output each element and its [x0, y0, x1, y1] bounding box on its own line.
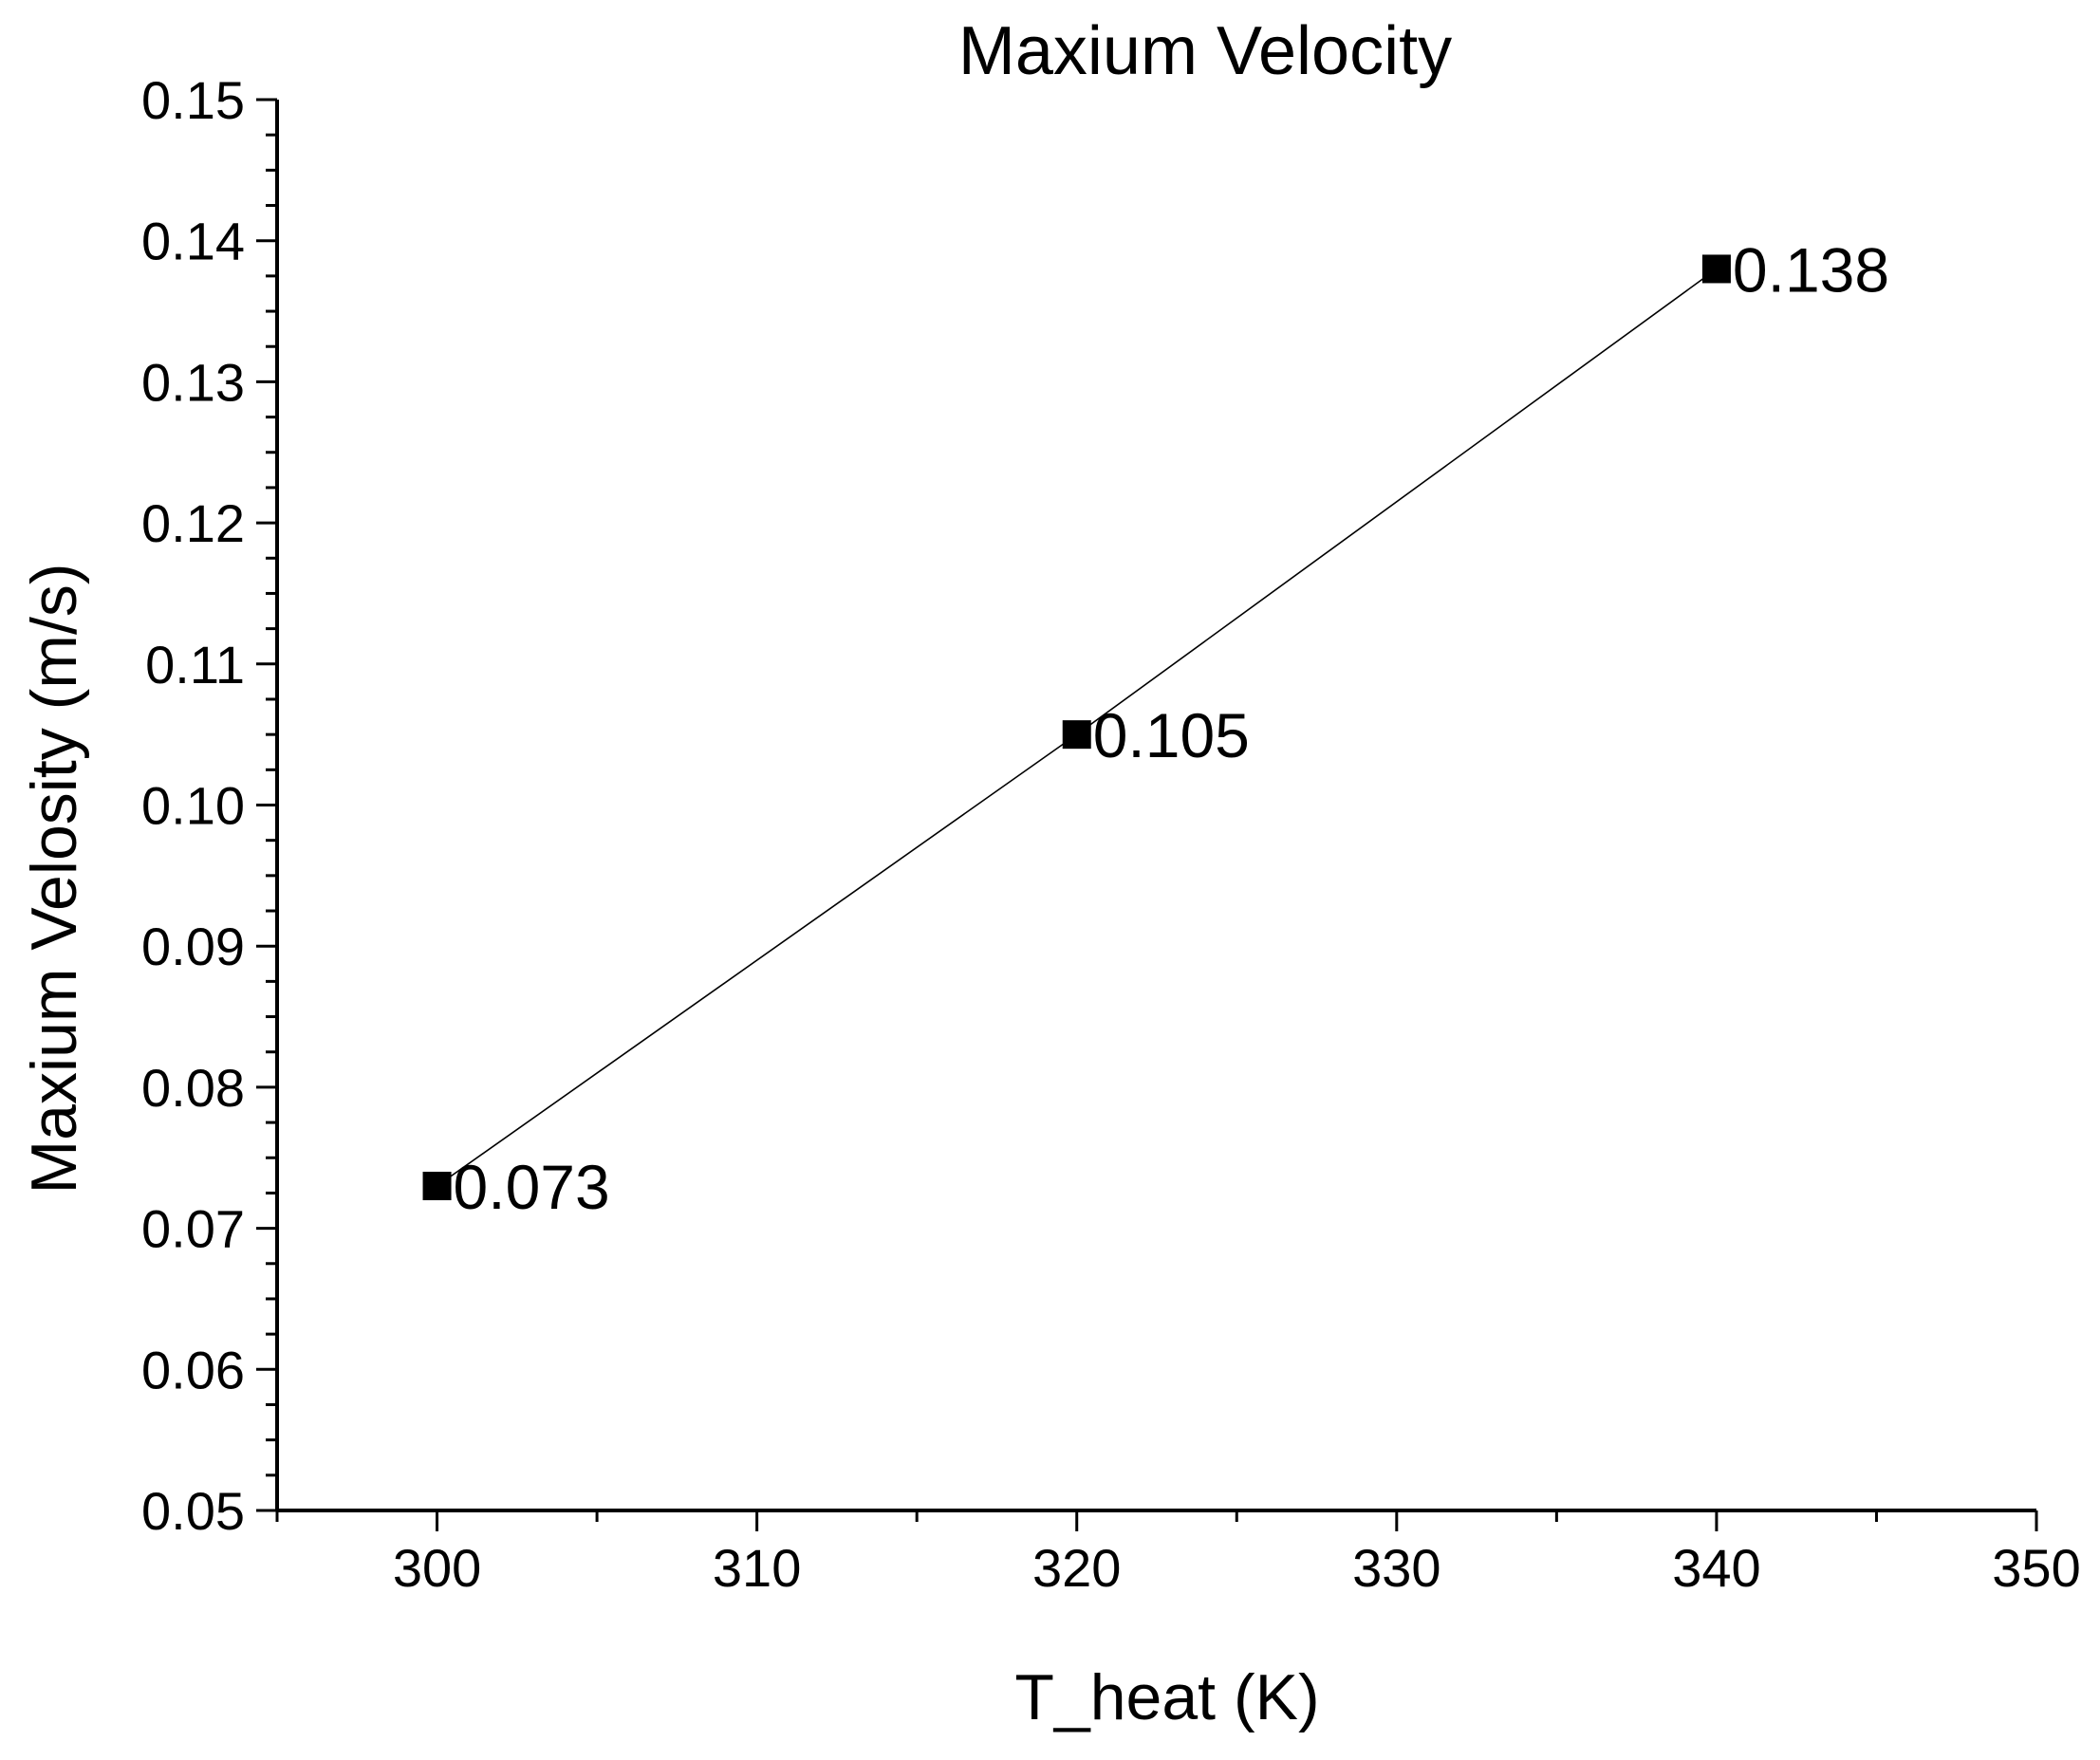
y-axis-label: Maxium Velosity (m/s)	[18, 564, 90, 1195]
x-axis-label: T_heat (K)	[1014, 1661, 1319, 1733]
x-axis-ticks: 300 310 320 330 340 350	[275, 1510, 2081, 1598]
x-tick-label: 320	[1032, 1538, 1121, 1598]
y-tick-label: 0.09	[141, 917, 245, 976]
x-tick-label: 350	[1992, 1538, 2080, 1598]
y-tick-label: 0.15	[141, 70, 245, 130]
data-label: 0.105	[1093, 700, 1250, 770]
y-tick-label: 0.14	[141, 212, 245, 271]
data-point-marker	[422, 1171, 452, 1200]
data-label: 0.138	[1733, 234, 1889, 305]
x-tick-label: 310	[713, 1538, 801, 1598]
y-tick-label: 0.07	[141, 1199, 245, 1259]
x-tick-label: 300	[393, 1538, 481, 1598]
y-tick-label: 0.10	[141, 776, 245, 836]
axes	[275, 100, 2036, 1512]
x-tick-label: 340	[1672, 1538, 1760, 1598]
y-tick-label: 0.11	[145, 635, 245, 695]
data-label: 0.073	[454, 1152, 610, 1222]
y-tick-label: 0.12	[141, 493, 245, 553]
y-tick-label: 0.08	[141, 1058, 245, 1118]
x-tick-label: 330	[1352, 1538, 1440, 1598]
y-tick-label: 0.05	[141, 1481, 245, 1541]
data-point-marker	[1701, 254, 1731, 284]
chart-title: Maxium Velocity	[958, 13, 1452, 89]
y-tick-label: 0.13	[141, 352, 245, 412]
y-axis-ticks: 0.05 0.06 0.07 0.08 0.09 0.10 0.11 0.12 0.13 0.14…	[141, 70, 277, 1541]
y-tick-label: 0.06	[141, 1340, 245, 1399]
data-point-marker	[1062, 720, 1091, 750]
series-layer: 0.073 0.105 0.138	[422, 234, 1889, 1222]
